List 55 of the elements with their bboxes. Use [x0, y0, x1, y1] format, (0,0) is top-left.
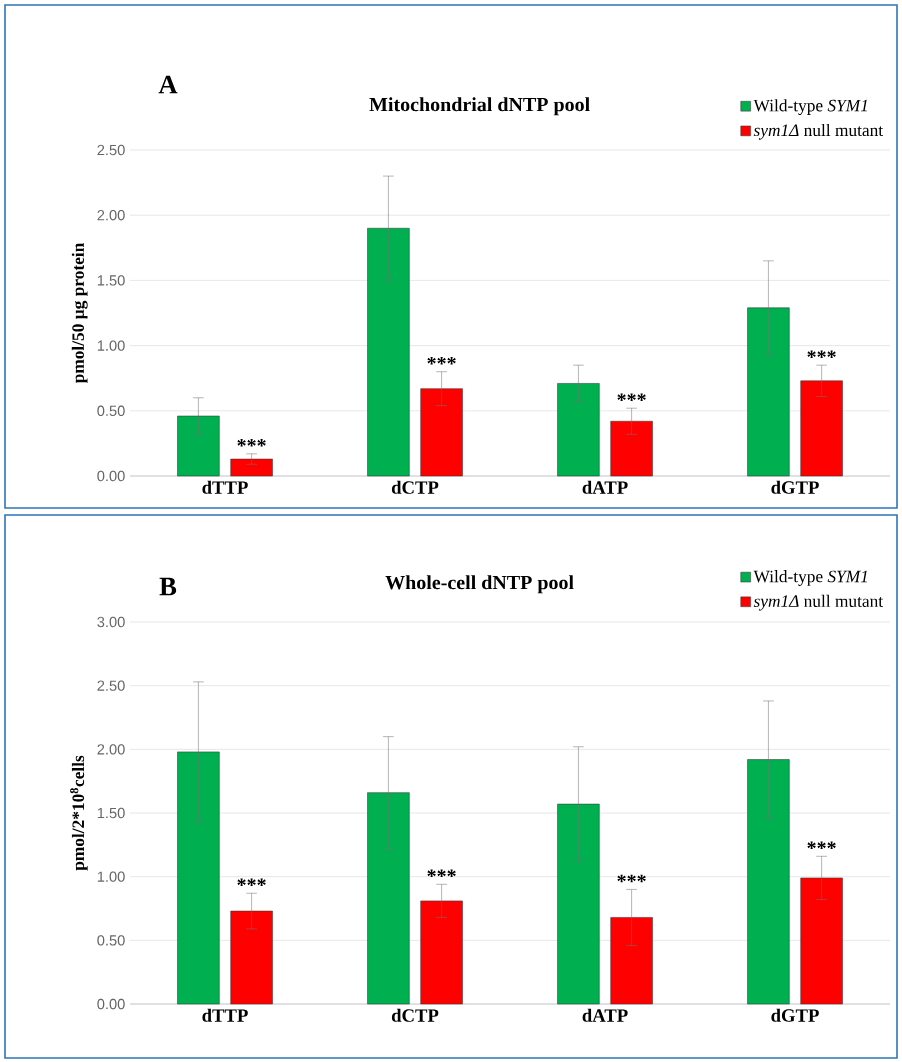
annotation: *** [237, 878, 266, 886]
bar [367, 792, 410, 1005]
y-tick-label: 3.00 [97, 616, 125, 628]
y-tick-label: 0.00 [97, 470, 125, 482]
y-tick-label: 1.50 [97, 807, 125, 819]
bar [610, 420, 653, 477]
y-tick-label: 1.00 [97, 871, 125, 882]
x-tick-label: dGTP [771, 1008, 819, 1022]
x-tick-label: dATP [582, 1008, 628, 1022]
y-axis-title: pmol/50 µg protein [71, 242, 88, 384]
bar [800, 877, 843, 1005]
bar [557, 803, 600, 1005]
legend-label: sym1Δ null mutant [753, 594, 883, 611]
y-tick-label: 2.00 [97, 210, 125, 221]
annotation: *** [427, 869, 456, 878]
annotation: *** [237, 439, 266, 447]
bar [557, 383, 600, 477]
x-tick-label: dTTP [202, 480, 248, 494]
text: B [159, 577, 177, 596]
y-tick-label: 0.00 [97, 998, 125, 1010]
annotation: *** [617, 874, 646, 883]
y-tick-label: 1.50 [97, 275, 125, 286]
x-tick-label: dCTP [391, 480, 439, 494]
x-tick-label: dCTP [391, 1008, 439, 1022]
bar [747, 759, 790, 1005]
bar [800, 380, 843, 477]
y-tick-label: 2.50 [97, 680, 125, 691]
bar [230, 458, 273, 477]
bar [420, 900, 463, 1005]
chart-title: Mitochondrial dNTP pool [369, 97, 590, 116]
x-tick-label: dTTP [202, 1008, 248, 1022]
legend-label: Wild-type SYM1 [753, 99, 867, 115]
annotation: *** [617, 393, 646, 401]
bar [747, 307, 790, 477]
y-tick-label: 2.00 [97, 744, 125, 755]
bar [367, 227, 410, 477]
legend-label: Wild-type SYM1 [753, 570, 867, 586]
x-tick-label: dATP [582, 480, 628, 494]
chart-title: Whole-cell dNTP pool [385, 575, 574, 594]
bar [610, 917, 653, 1005]
y-tick-label: 2.50 [97, 144, 125, 156]
legend-label: sym1Δ null mutant [753, 123, 884, 140]
y-tick-label: 1.00 [97, 340, 125, 351]
bar [230, 910, 273, 1005]
bar [177, 415, 220, 477]
annotation: *** [427, 356, 456, 365]
x-tick-label: dGTP [771, 480, 819, 494]
annotation: *** [807, 841, 836, 850]
bar [420, 388, 463, 477]
y-axis-title: pmol/2*10$^{8}$cells [70, 755, 88, 871]
y-tick-label: 0.50 [97, 405, 125, 416]
text: A [158, 75, 178, 94]
bar [177, 751, 220, 1005]
y-tick-label: 0.50 [97, 935, 125, 946]
annotation: *** [807, 350, 836, 358]
